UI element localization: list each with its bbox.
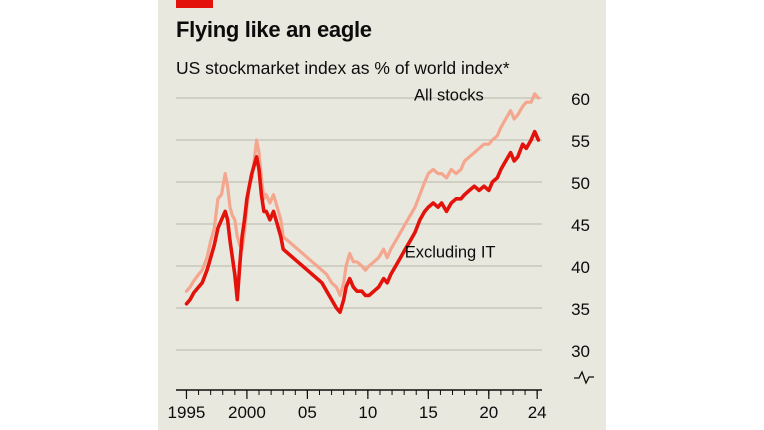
line-chart: 30 35 40 45 50 55 60 All stocks Excluding IT 1995… [168,87,594,422]
y-tick-label: 50 [571,174,590,193]
chart-subtitle: US stockmarket index as % of world index… [176,58,510,78]
chart-panel: Flying like an eagle US stockmarket inde… [158,0,606,430]
series-label-excluding-it: Excluding IT [405,244,496,262]
x-tick-label: 24 [528,403,547,422]
y-tick-label: 40 [571,258,590,277]
y-tick-label: 60 [571,90,590,109]
gridlines [176,97,542,351]
chart-title: Flying like an eagle [176,17,372,42]
brand-tag [176,0,213,8]
x-tick-label: 1995 [168,403,206,422]
axes [176,370,594,399]
x-tick-label: 05 [298,403,317,422]
x-tick-label: 15 [419,403,438,422]
y-tick-label: 45 [571,216,590,235]
axis-break-icon [574,370,594,385]
x-tick-label: 2000 [228,403,266,422]
y-tick-label: 35 [571,300,590,319]
y-tick-label: 55 [571,132,590,151]
series-label-all-stocks: All stocks [414,87,484,105]
x-tick-label: 10 [358,403,377,422]
series-lines [184,92,541,314]
series-line-excluding-it [184,129,541,314]
chart-labels: 30 35 40 45 50 55 60 All stocks Excluding IT 1995… [168,87,590,422]
series-line-all-stocks [184,92,540,297]
x-tick-label: 20 [479,403,498,422]
y-tick-label: 30 [571,342,590,361]
